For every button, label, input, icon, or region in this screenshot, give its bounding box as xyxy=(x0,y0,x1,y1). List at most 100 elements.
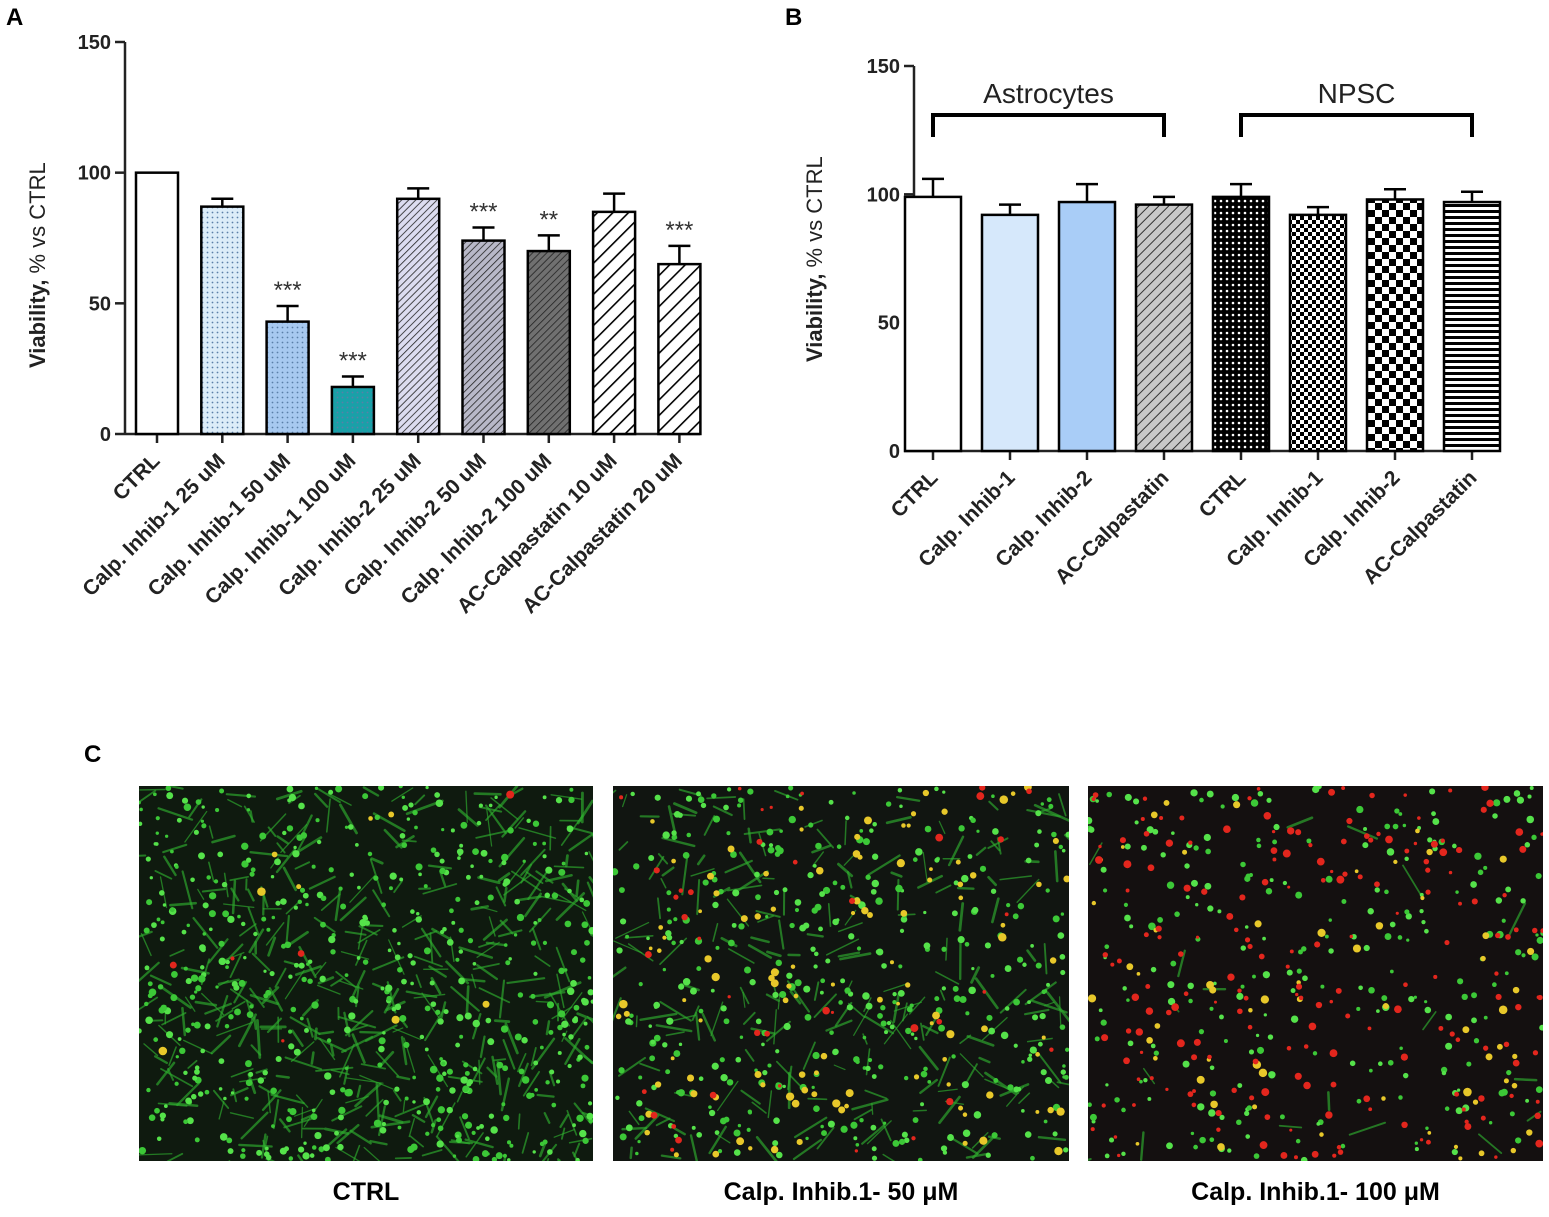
live-cell xyxy=(584,939,590,946)
mixed-cell xyxy=(906,823,911,828)
live-cell xyxy=(799,924,807,932)
live-cell xyxy=(302,1152,310,1160)
bar-fill xyxy=(982,214,1038,451)
cell-process xyxy=(970,966,981,984)
live-cell xyxy=(293,905,298,910)
dead-cell xyxy=(1461,1107,1466,1112)
live-cell xyxy=(832,1048,839,1055)
cell-process xyxy=(298,836,323,853)
live-cell xyxy=(654,794,661,801)
live-cell xyxy=(1035,962,1042,969)
live-cell xyxy=(666,907,671,912)
live-cell xyxy=(1187,982,1194,990)
cell-process xyxy=(1037,1135,1067,1142)
cell-process xyxy=(181,870,194,910)
live-cell xyxy=(324,1156,331,1161)
dead-cell xyxy=(1535,1139,1543,1148)
cell-process xyxy=(316,787,341,804)
live-cell xyxy=(934,857,940,863)
cell-process xyxy=(478,1059,481,1085)
live-cell xyxy=(394,954,401,961)
live-cell xyxy=(533,920,538,925)
live-cell xyxy=(181,797,189,804)
live-cell xyxy=(678,1042,683,1047)
cell-process xyxy=(867,854,901,876)
dead-cell xyxy=(1481,786,1489,792)
dead-cell xyxy=(1439,848,1448,857)
mixed-cell xyxy=(482,1000,490,1008)
dead-cell xyxy=(1187,1091,1194,1098)
live-cell xyxy=(1141,844,1147,851)
live-cell xyxy=(573,1016,578,1021)
dead-cell xyxy=(1417,816,1421,820)
cell-process xyxy=(229,953,242,979)
cell-process xyxy=(681,857,688,896)
cell-process xyxy=(154,870,173,880)
live-cell xyxy=(192,1075,198,1081)
live-cell xyxy=(665,930,672,937)
cell-process xyxy=(208,861,215,883)
cell-process xyxy=(493,1019,511,1023)
dead-cell xyxy=(681,913,688,921)
live-cell xyxy=(828,799,834,805)
mixed-cell xyxy=(896,859,905,868)
live-cell xyxy=(776,1151,783,1159)
cell-process xyxy=(450,986,480,1012)
cell-process xyxy=(215,1009,234,1022)
cell-process xyxy=(690,868,715,877)
live-cell xyxy=(518,1068,525,1075)
dead-cell xyxy=(1340,838,1347,845)
cell-process xyxy=(767,1090,773,1119)
live-cell xyxy=(811,907,818,914)
live-cell xyxy=(156,917,161,922)
live-cell xyxy=(446,1106,453,1114)
live-cell xyxy=(522,859,526,863)
dead-cell xyxy=(1004,912,1009,917)
live-cell xyxy=(671,940,676,946)
live-cell xyxy=(143,927,150,934)
cell-process xyxy=(999,875,1033,881)
live-cell xyxy=(1029,1046,1037,1054)
cell-process xyxy=(320,893,341,911)
dead-cell xyxy=(1509,1093,1514,1099)
live-cell xyxy=(456,1137,462,1144)
live-cell xyxy=(330,949,336,955)
bar-pattern xyxy=(527,251,570,434)
live-cell xyxy=(1306,838,1312,844)
live-cell xyxy=(555,797,563,804)
live-cell xyxy=(1150,1043,1156,1049)
live-cell xyxy=(616,947,623,954)
live-cell xyxy=(947,1134,954,1141)
dead-cell xyxy=(1335,987,1342,994)
mixed-cell xyxy=(861,906,869,915)
live-cell xyxy=(856,946,862,951)
live-cell xyxy=(813,964,818,969)
live-cell xyxy=(286,1116,292,1123)
y-tick-label: 0 xyxy=(889,441,900,463)
live-cell xyxy=(437,1125,444,1132)
bar-fill xyxy=(136,172,178,434)
dead-cell xyxy=(1425,867,1431,873)
live-cell xyxy=(144,1001,149,1007)
live-cell xyxy=(754,871,760,878)
mixed-cell xyxy=(740,915,748,923)
live-cell xyxy=(533,1060,539,1066)
cell-process xyxy=(344,930,367,936)
live-cell xyxy=(1153,1050,1159,1056)
cell-process xyxy=(883,982,909,993)
live-cell xyxy=(287,1029,293,1034)
dead-cell xyxy=(1113,1135,1118,1139)
mixed-cell xyxy=(796,1138,803,1146)
dead-cell xyxy=(1252,1058,1259,1065)
live-cell xyxy=(782,887,788,893)
mixed-cell xyxy=(801,1086,809,1094)
cell-process xyxy=(660,877,667,889)
live-cell xyxy=(458,949,464,954)
cell-process xyxy=(351,970,366,999)
live-cell xyxy=(829,1030,834,1035)
dead-cell xyxy=(1256,787,1261,791)
mixed-cell xyxy=(686,1074,695,1082)
live-cell xyxy=(1185,895,1190,900)
cell-process xyxy=(267,936,277,957)
